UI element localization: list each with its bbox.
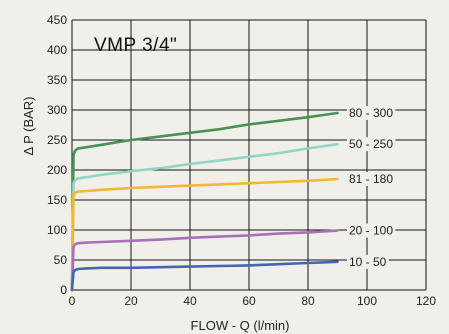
x-tick-label: 40 — [183, 294, 197, 308]
x-tick-label: 100 — [357, 294, 377, 308]
series-label: 81 - 180 — [349, 172, 393, 186]
x-axis-title: FLOW - Q (l/min) — [191, 318, 290, 333]
y-tick-label: 50 — [54, 253, 68, 267]
y-tick-label: 150 — [47, 193, 67, 207]
series-line — [70, 260, 339, 292]
y-tick-label: 300 — [47, 103, 67, 117]
y-tick-label: 0 — [60, 283, 67, 297]
chart-title: VMP 3/4" — [94, 35, 177, 56]
x-axis-ticks: 0 20 40 60 80 100 120 — [69, 294, 437, 308]
series-group — [70, 111, 339, 292]
y-axis-ticks: 0 50 100 150 200 250 300 350 400 450 — [47, 13, 67, 297]
y-tick-label: 350 — [47, 73, 67, 87]
series-line — [70, 229, 339, 292]
x-tick-label: 0 — [69, 294, 76, 308]
series-label: 10 - 50 — [349, 255, 387, 269]
y-tick-label: 100 — [47, 223, 67, 237]
series-line — [70, 111, 339, 292]
y-tick-label: 200 — [47, 163, 67, 177]
series-label-background — [347, 172, 396, 186]
y-tick-label: 450 — [47, 13, 67, 27]
y-tick-label: 250 — [47, 133, 67, 147]
series-label-background — [347, 254, 389, 269]
series-label: 80 - 300 — [349, 106, 393, 120]
series-line — [70, 142, 339, 292]
x-tick-label: 20 — [124, 294, 138, 308]
series-labels: 80 - 300 50 - 250 81 - 180 20 - 100 10 - 50 — [347, 106, 396, 269]
y-axis-title: Δ P (BAR) — [21, 96, 36, 155]
x-tick-label: 80 — [301, 294, 315, 308]
x-tick-label: 120 — [416, 294, 436, 308]
x-tick-label: 60 — [242, 294, 256, 308]
y-tick-label: 400 — [47, 43, 67, 57]
series-label-background — [347, 106, 396, 120]
series-label: 20 - 100 — [349, 224, 393, 238]
series-label-background — [347, 137, 396, 152]
series-label: 50 - 250 — [349, 137, 393, 151]
series-line — [70, 177, 339, 292]
series-label-background — [347, 223, 396, 238]
